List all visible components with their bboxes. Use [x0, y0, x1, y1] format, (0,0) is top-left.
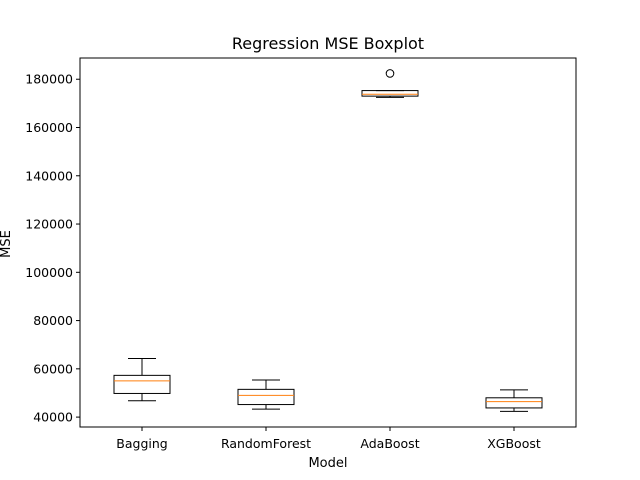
box	[113, 374, 171, 394]
x-tick-label: Bagging	[116, 436, 167, 451]
x-tick-label: AdaBoost	[360, 436, 419, 451]
plot-area: 40000 60000 80000 100000 120000 140000 160000 1…	[25, 57, 577, 451]
y-tick-label: 180000	[25, 72, 73, 87]
y-tick-label: 40000	[33, 410, 73, 425]
y-tick-label: 160000	[25, 120, 73, 135]
x-axis-label: Model	[308, 456, 347, 471]
y-tick-label: 60000	[33, 361, 73, 376]
x-tick-label: RandomForest	[221, 436, 311, 451]
x-tick-label: XGBoost	[487, 436, 541, 451]
y-tick-label: 100000	[25, 265, 73, 280]
box	[237, 388, 295, 406]
chart-title: Regression MSE Boxplot	[232, 34, 424, 53]
box	[485, 397, 543, 409]
y-tick-label: 80000	[33, 313, 73, 328]
axes-frame	[79, 57, 577, 428]
y-tick-label: 120000	[25, 217, 73, 232]
y-axis-label: MSE	[0, 230, 14, 258]
outlier-point	[385, 69, 395, 78]
y-tick-label: 140000	[25, 168, 73, 183]
box	[361, 90, 419, 97]
